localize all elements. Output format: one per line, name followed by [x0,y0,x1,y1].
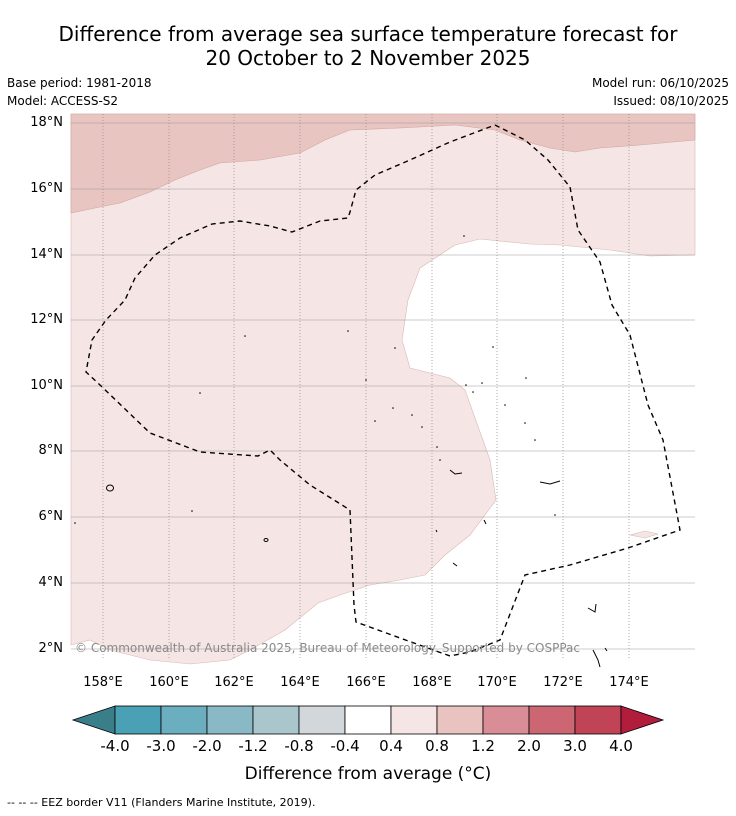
title-line-1: Difference from average sea surface temp… [58,22,678,46]
colorbar-bin-5 [298,705,346,735]
lon-label-172e: 172°E [543,675,583,690]
lon-label-168e: 168°E [412,675,452,690]
colorbar-tick: -3.0 [146,737,176,755]
colorbar-low-extend [71,705,116,735]
lat-label-4n: 4°N [38,575,64,590]
colorbar-tick: 0.4 [379,737,403,755]
colorbar-bin-6 [344,705,392,735]
colorbar-bin-8 [436,705,484,735]
lon-label-162e: 162°E [214,675,254,690]
colorbar-bin-4 [252,705,300,735]
lat-label-16n: 16°N [30,181,63,196]
lat-label-14n: 14°N [30,247,63,262]
chart-title: Difference from average sea surface temp… [0,22,736,70]
lat-label-18n: 18°N [30,115,63,130]
eez-border [85,124,681,657]
colorbar-bin-11 [574,705,622,735]
colorbar-bin-9 [482,705,530,735]
colorbar [71,705,665,735]
islands [106,469,608,668]
anomaly-region-0.4-0.8 [70,113,696,665]
colorbar-tick: -2.0 [192,737,222,755]
anomaly-region-0.8-1.2 [70,113,696,214]
lon-label-174e: 174°E [609,675,649,690]
colorbar-tick: -1.2 [238,737,268,755]
longitude-gridlines [102,114,630,660]
colorbar-bin-10 [528,705,576,735]
colorbar-tick: 1.2 [471,737,495,755]
lon-label-164e: 164°E [280,675,320,690]
model-run: Model run: 06/10/2025 [591,76,729,90]
lon-label-166e: 166°E [346,675,386,690]
latitude-gridlines [71,122,695,650]
colorbar-tick: 2.0 [517,737,541,755]
colorbar-bin-2 [160,705,208,735]
lat-label-12n: 12°N [30,312,63,327]
atoll-dots [74,235,556,524]
base-period: Base period: 1981-2018 [7,76,152,90]
colorbar-tick: 0.8 [425,737,449,755]
meta-left: Base period: 1981-2018 Model: ACCESS-S2 [7,74,152,110]
lat-label-2n: 2°N [38,641,64,656]
colorbar-bin-1 [114,705,162,735]
colorbar-tick: 4.0 [609,737,633,755]
eez-legend-note: -- -- -- EEZ border V11 (Flanders Marine… [7,796,316,809]
colorbar-tick: -0.4 [330,737,360,755]
colorbar-tick: -4.0 [100,737,130,755]
colorbar-bin-7 [390,705,438,735]
anomaly-patch [629,530,660,539]
colorbar-high-extend [620,705,665,735]
copyright-notice: © Commonwealth of Australia 2025, Bureau… [75,641,580,655]
colorbar-tick: 3.0 [563,737,587,755]
colorbar-title: Difference from average (°C) [244,764,492,784]
lon-label-158e: 158°E [83,675,123,690]
meta-right: Model run: 06/10/2025 Issued: 08/10/2025 [592,74,729,110]
lat-label-8n: 8°N [38,443,64,458]
lon-label-170e: 170°E [477,675,517,690]
colorbar-bin-3 [206,705,254,735]
model-name: Model: ACCESS-S2 [7,94,119,108]
lat-label-10n: 10°N [30,378,63,393]
lat-label-6n: 6°N [38,509,64,524]
title-line-2: 20 October to 2 November 2025 [205,46,531,70]
colorbar-tick: -0.8 [284,737,314,755]
issued-date: Issued: 08/10/2025 [613,94,729,108]
lon-label-160e: 160°E [149,675,189,690]
